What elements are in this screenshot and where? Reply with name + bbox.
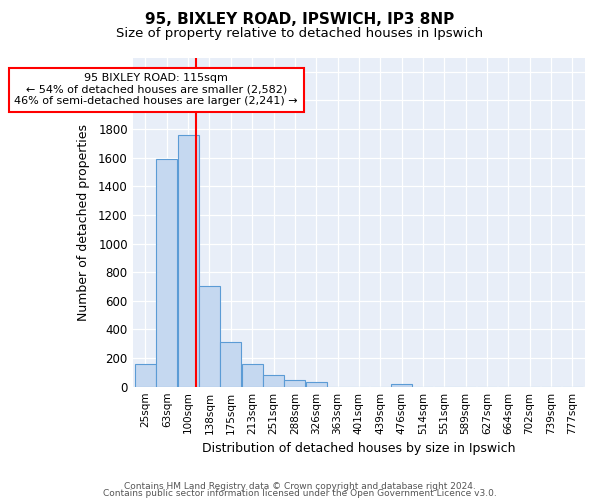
- Bar: [391, 384, 412, 386]
- Bar: [199, 286, 220, 386]
- Bar: [242, 364, 263, 386]
- Bar: [306, 382, 326, 386]
- Bar: [220, 342, 241, 386]
- Text: Contains HM Land Registry data © Crown copyright and database right 2024.: Contains HM Land Registry data © Crown c…: [124, 482, 476, 491]
- Text: Contains public sector information licensed under the Open Government Licence v3: Contains public sector information licen…: [103, 490, 497, 498]
- Bar: [135, 364, 156, 386]
- Text: 95, BIXLEY ROAD, IPSWICH, IP3 8NP: 95, BIXLEY ROAD, IPSWICH, IP3 8NP: [145, 12, 455, 28]
- Bar: [284, 380, 305, 386]
- Text: 95 BIXLEY ROAD: 115sqm
← 54% of detached houses are smaller (2,582)
46% of semi-: 95 BIXLEY ROAD: 115sqm ← 54% of detached…: [14, 73, 298, 106]
- X-axis label: Distribution of detached houses by size in Ipswich: Distribution of detached houses by size …: [202, 442, 515, 455]
- Bar: [178, 135, 199, 386]
- Bar: [157, 159, 177, 386]
- Y-axis label: Number of detached properties: Number of detached properties: [77, 124, 90, 320]
- Text: Size of property relative to detached houses in Ipswich: Size of property relative to detached ho…: [116, 28, 484, 40]
- Bar: [263, 374, 284, 386]
